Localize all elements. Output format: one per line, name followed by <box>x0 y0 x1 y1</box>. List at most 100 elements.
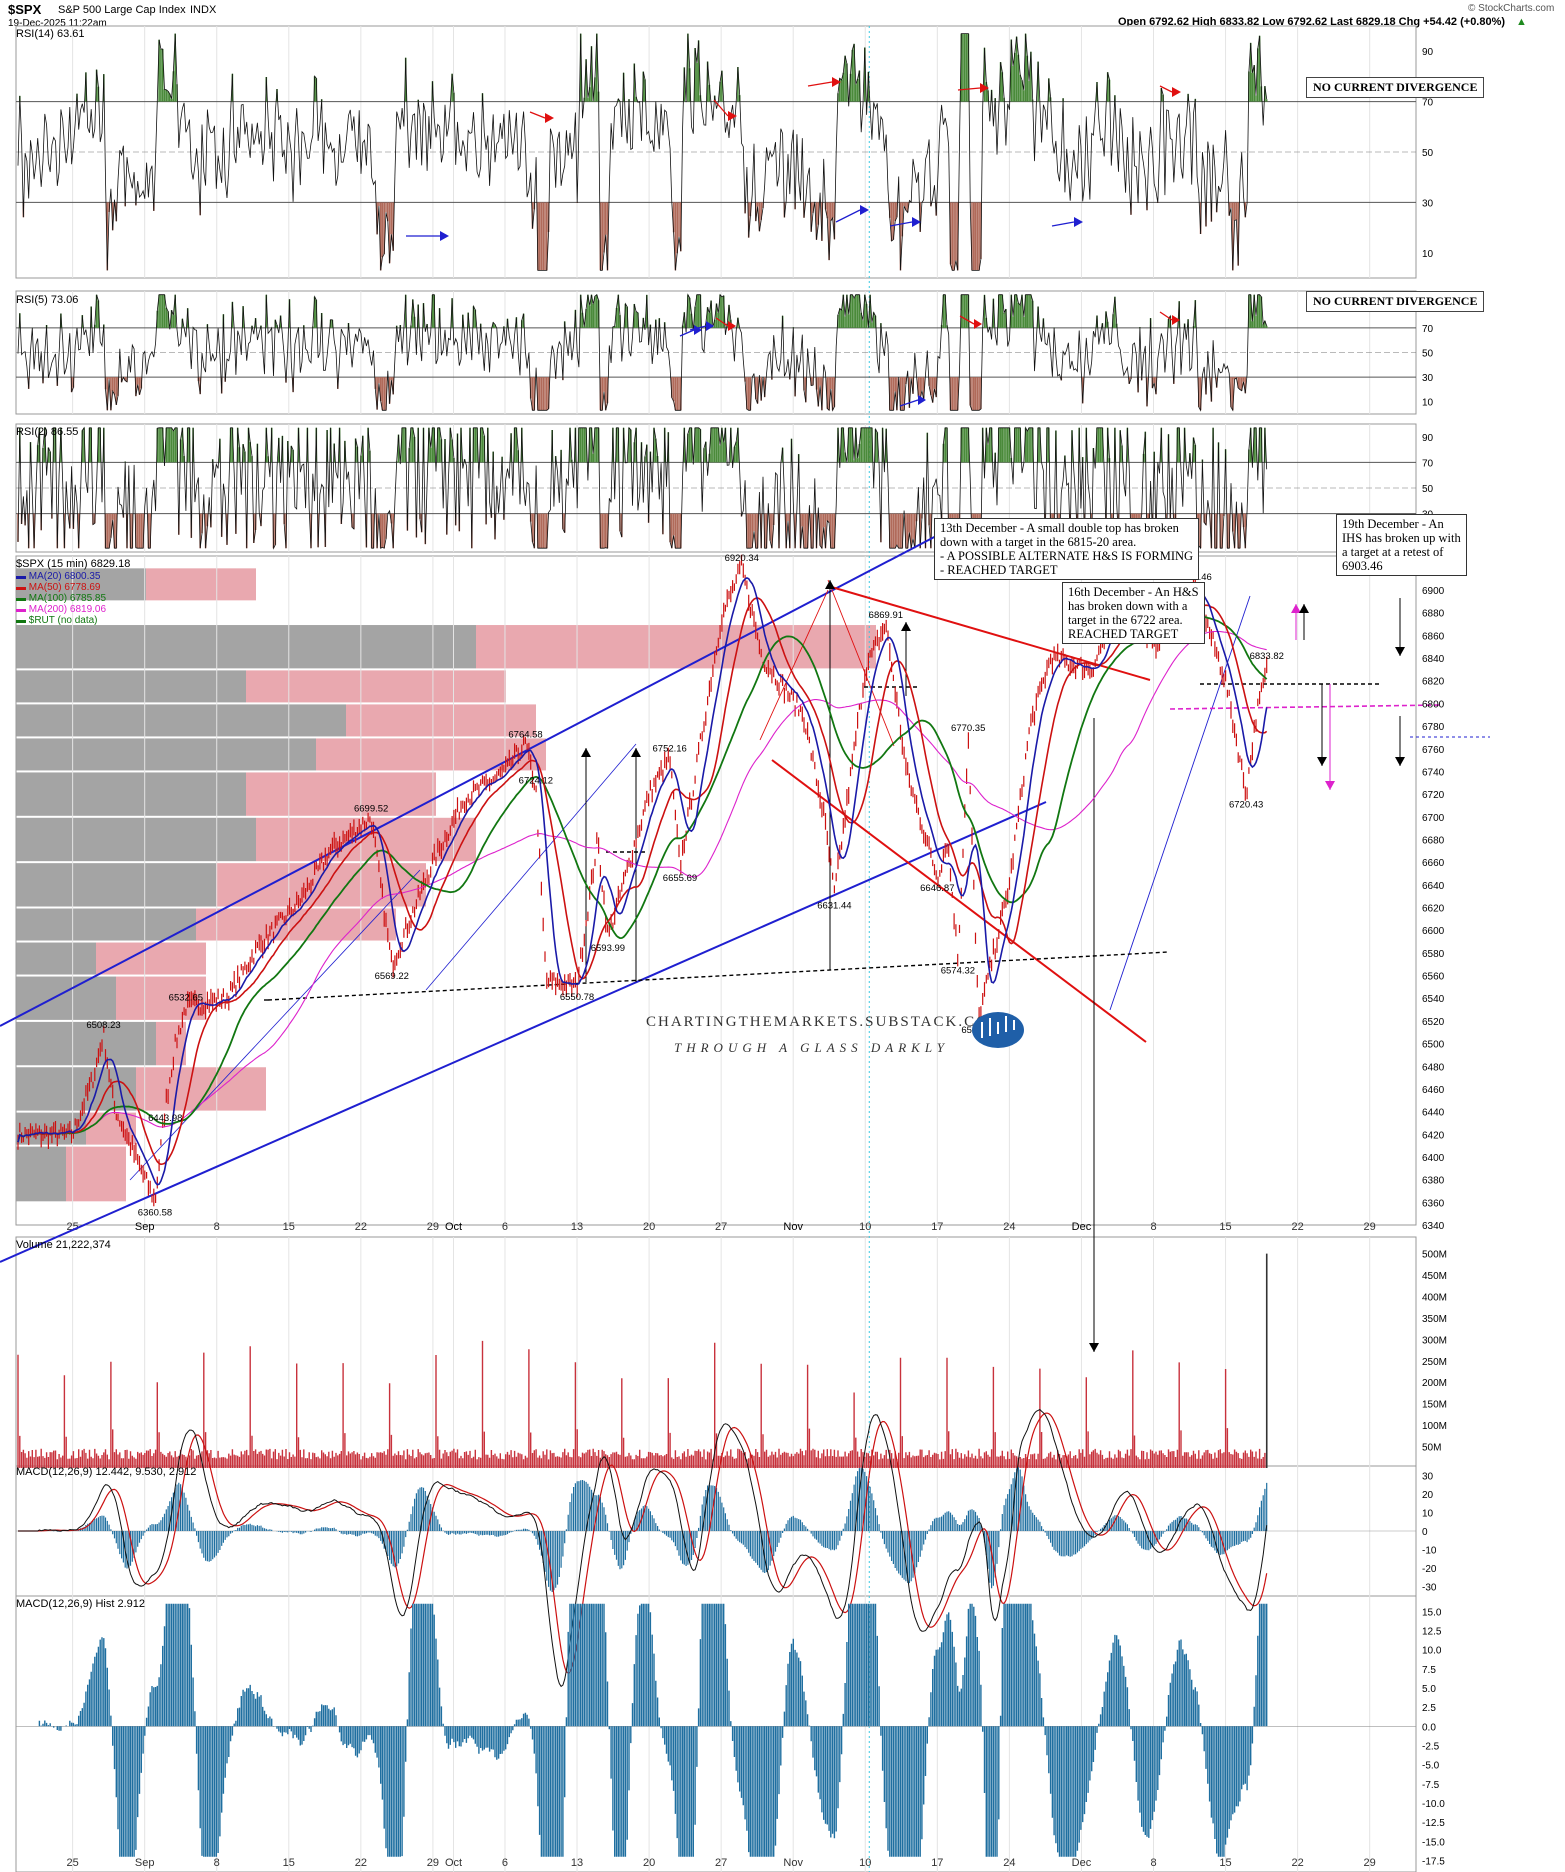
stockcharts-logo: © StockCharts.com <box>1468 3 1555 14</box>
price-axis-label: 6580 <box>1422 949 1445 960</box>
price-axis-label: 6720 <box>1422 790 1445 801</box>
rsi14-label: RSI(14) 63.61 <box>16 28 85 40</box>
hist-axis-label: -7.5 <box>1422 1780 1440 1791</box>
price-point-label: 6593.99 <box>591 943 625 954</box>
volume-axis-label: 50M <box>1422 1443 1441 1454</box>
divergence-arrow-icon <box>860 205 869 215</box>
divergence-arrow-icon <box>728 111 737 121</box>
rsi2-label: RSI(2) 86.55 <box>16 426 79 438</box>
hist-axis-label: 10.0 <box>1422 1646 1442 1657</box>
divergence-line <box>715 317 729 327</box>
x-tick-label: 6 <box>502 1221 508 1233</box>
x-tick-label-bottom: 6 <box>502 1857 508 1869</box>
hist-axis-label: 2.5 <box>1422 1703 1436 1714</box>
target-arrow-icon <box>1317 757 1327 766</box>
macd-axis-label: -20 <box>1422 1564 1437 1575</box>
trend-line <box>129 869 421 1181</box>
price-point-label: 6764.58 <box>508 730 542 741</box>
price-axis-label: 6900 <box>1422 586 1445 597</box>
header-datetime: 19-Dec-2025 11:22am <box>8 18 107 29</box>
price-axis-label: 6520 <box>1422 1017 1445 1028</box>
x-tick-label-bottom: 8 <box>214 1857 220 1869</box>
macd-signal-line <box>18 1412 1268 1675</box>
divergence-line <box>835 209 861 223</box>
neckline-magenta <box>1169 704 1441 710</box>
volume-profile-down <box>16 704 346 737</box>
x-tick-label: 29 <box>427 1221 439 1233</box>
price-point-label: 6646.87 <box>920 883 954 894</box>
divergence-line <box>679 329 695 337</box>
rsi-axis-label: 70 <box>1422 324 1434 335</box>
volume-profile-down <box>16 568 146 601</box>
trend-up-icon: ▲ <box>1516 16 1527 28</box>
rsi-axis-label: 90 <box>1422 433 1434 444</box>
rsi-axis-label: 30 <box>1422 373 1434 384</box>
price-point-label: 6920.34 <box>725 553 759 564</box>
price-point-label: 6550.78 <box>560 992 594 1003</box>
price-point-label: 6631.44 <box>817 901 851 912</box>
divergence-line <box>959 315 975 325</box>
price-point-label: 6869.91 <box>869 610 903 621</box>
divergence-arrow-icon <box>974 319 982 329</box>
target-arrow-icon <box>1395 647 1405 656</box>
price-axis-label: 6620 <box>1422 904 1445 915</box>
trend-line <box>1109 595 1251 1011</box>
price-axis-label: 6840 <box>1422 654 1445 665</box>
x-tick-label-bottom: 8 <box>1150 1857 1156 1869</box>
divergence-line <box>889 221 913 227</box>
trend-line <box>0 801 1047 1263</box>
macd-axis-label: 0 <box>1422 1527 1428 1538</box>
annotation-dec19: 19th December - An IHS has broken up with… <box>1336 514 1467 576</box>
divergence-arrow-icon <box>832 77 841 87</box>
price-axis-label: 6800 <box>1422 699 1445 710</box>
price-axis-label: 6680 <box>1422 835 1445 846</box>
price-axis-label: 6640 <box>1422 881 1445 892</box>
price-axis-label: 6860 <box>1422 631 1445 642</box>
x-tick-label: 8 <box>1150 1221 1156 1233</box>
rsi14-divergence-note: NO CURRENT DIVERGENCE <box>1306 77 1485 98</box>
macd-axis-label: -30 <box>1422 1583 1437 1594</box>
hist-axis-label: -10.0 <box>1422 1799 1445 1810</box>
ma100-line <box>17 615 1268 1143</box>
x-tick-label-bottom: 17 <box>931 1857 943 1869</box>
ma-legend-item: ▬ $RUT (no data) <box>16 615 98 626</box>
volume-axis-label: 150M <box>1422 1400 1447 1411</box>
volume-profile-down <box>16 1112 86 1145</box>
volume-profile-down <box>16 817 256 862</box>
x-tick-label-bottom: 20 <box>643 1857 655 1869</box>
volume-profile-up <box>346 704 536 737</box>
x-tick-label: 13 <box>571 1221 583 1233</box>
price-axis-label: 6880 <box>1422 609 1445 620</box>
volume-profile-down <box>16 908 196 941</box>
volume-axis-label: 200M <box>1422 1378 1447 1389</box>
price-axis-label: 6340 <box>1422 1221 1445 1232</box>
x-tick-label: 25 <box>66 1221 78 1233</box>
x-tick-label: Nov <box>783 1221 803 1233</box>
price-point-label: 6574.32 <box>941 965 975 976</box>
price-axis-label: 6360 <box>1422 1198 1445 1209</box>
x-tick-label-bottom: 25 <box>66 1857 78 1869</box>
macd-hist-label: MACD(12,26,9) Hist 2.912 <box>16 1598 145 1610</box>
price-axis-label: 6740 <box>1422 767 1445 778</box>
ma200-line <box>17 630 1267 1143</box>
ma-legend-item: ▬ MA(100) 6785.85 <box>16 593 107 604</box>
macd-histogram-bars <box>38 1603 1268 1857</box>
price-axis-label: 6400 <box>1422 1153 1445 1164</box>
divergence-line <box>713 99 729 117</box>
price-axis-label: 6500 <box>1422 1040 1445 1051</box>
ma-legend: ▬ MA(20) 6800.35 ▬ MA(50) 6778.69 ▬ MA(100… <box>16 571 106 626</box>
rsi-axis-label: 90 <box>1422 47 1434 58</box>
divergence-line <box>957 87 981 91</box>
price-point-label: 6508.23 <box>86 1020 120 1031</box>
rsi-axis-label: 70 <box>1422 98 1434 109</box>
x-tick-label: 15 <box>1219 1221 1231 1233</box>
ma-legend-item: ▬ MA(200) 6819.06 <box>16 604 107 615</box>
macd-axis-label: 30 <box>1422 1471 1434 1482</box>
volume-axis-label: 350M <box>1422 1314 1447 1325</box>
divergence-arrow-icon <box>918 395 926 405</box>
price-axis-label: 6820 <box>1422 677 1445 688</box>
x-tick-label-bottom: 27 <box>715 1857 727 1869</box>
rsi-axis-label: 10 <box>1422 398 1434 409</box>
x-tick-label: 27 <box>715 1221 727 1233</box>
